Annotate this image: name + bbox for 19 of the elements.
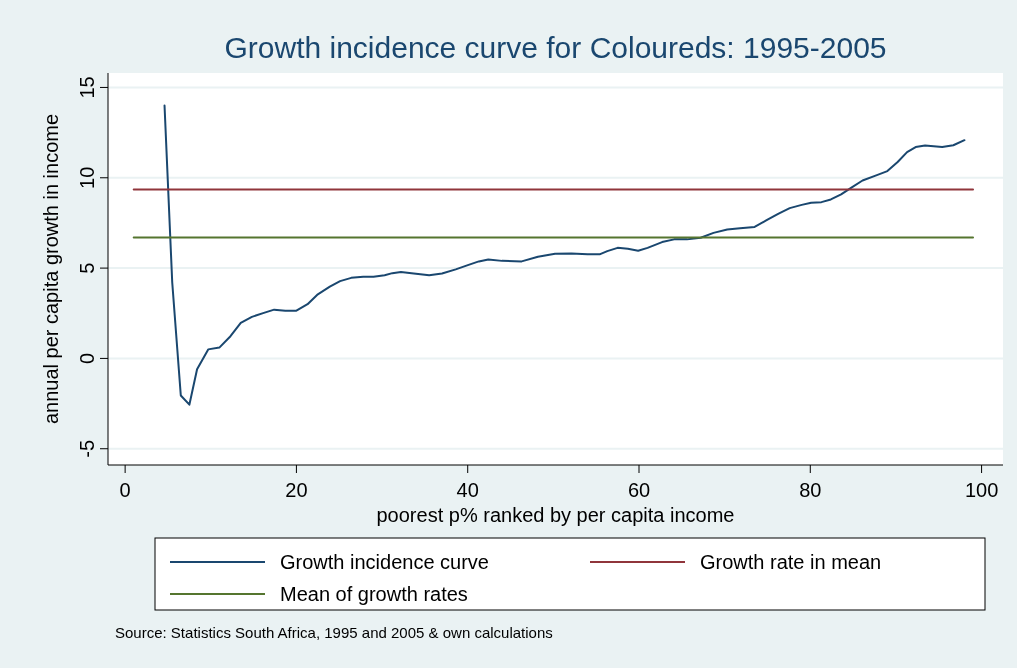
chart-title: Growth incidence curve for Coloureds: 1995-2005: [224, 31, 887, 64]
y-tick-label: 15: [76, 76, 98, 99]
y-tick-label: -5: [76, 439, 98, 458]
legend-label: Growth rate in mean: [700, 551, 882, 573]
y-axis-title: annual per capita growth in income: [40, 113, 62, 425]
source-note: Source: Statistics South Africa, 1995 and 2005 & own calculations: [115, 624, 553, 641]
x-axis-title: poorest p% ranked by per capita income: [376, 504, 735, 526]
x-tick-label: 100: [964, 479, 999, 501]
legend-label: Mean of growth rates: [280, 583, 468, 605]
x-tick-label: 60: [627, 479, 651, 501]
legend-label: Growth incidence curve: [280, 551, 489, 573]
x-tick-label: 80: [799, 479, 822, 501]
x-tick-label: 20: [285, 479, 308, 501]
y-tick-label: 0: [76, 352, 98, 364]
y-tick-label: 10: [76, 166, 98, 189]
line-series: [163, 104, 966, 406]
x-tick-label: 0: [119, 479, 131, 501]
y-tick-label: 5: [76, 262, 98, 274]
x-tick-label: 40: [456, 479, 479, 501]
